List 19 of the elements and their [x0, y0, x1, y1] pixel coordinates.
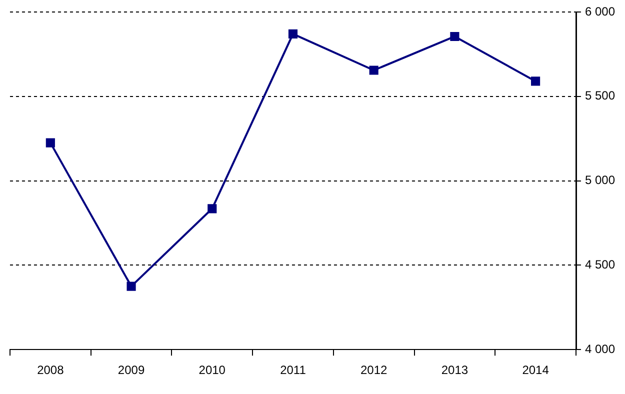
x-tick-label: 2014 [522, 363, 550, 378]
x-tick-label: 2013 [441, 363, 468, 378]
point [126, 282, 136, 291]
y-tick-label: 4 500 [584, 258, 616, 272]
point [531, 76, 540, 86]
x-tick-label: 2012 [360, 363, 388, 378]
x-tick-label: 2011 [280, 363, 306, 378]
y-tick-label: 4 000 [584, 342, 616, 356]
y-tick-label: 5 000 [584, 173, 616, 188]
point [46, 138, 55, 148]
x-tick-label: 2009 [118, 363, 145, 378]
y-tick-label: 5 500 [584, 88, 616, 103]
x-tick-label: 2010 [198, 363, 226, 378]
point [450, 32, 460, 42]
point [369, 66, 378, 75]
point [288, 29, 298, 38]
x-tick-label: 2008 [37, 363, 64, 378]
y-tick-label: 6 000 [584, 4, 616, 18]
point [208, 204, 217, 214]
